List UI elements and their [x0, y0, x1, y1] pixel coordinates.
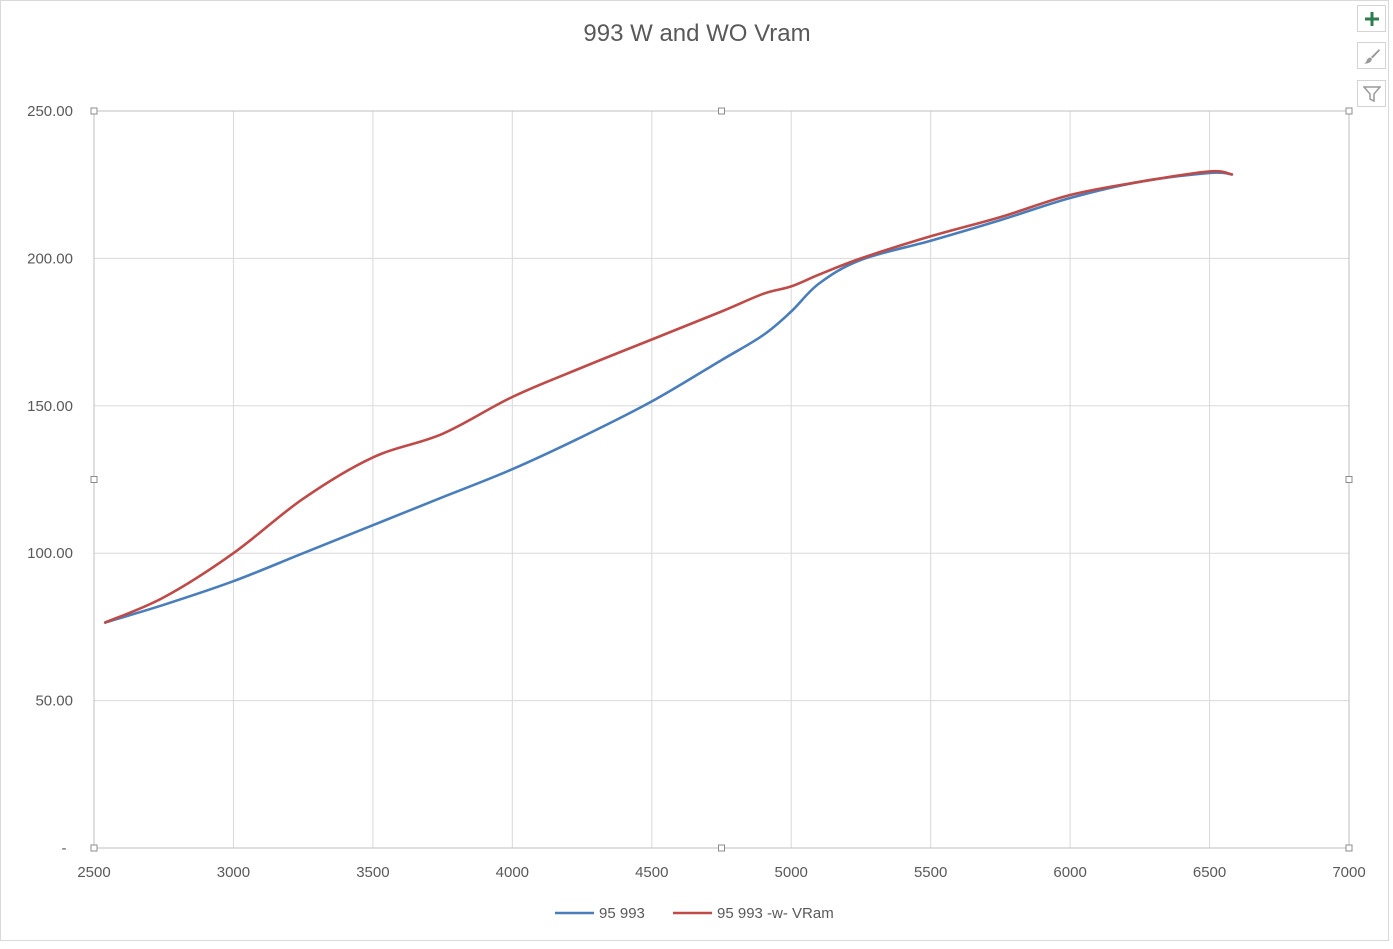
- series-lines: [103, 169, 1234, 624]
- resize-handle[interactable]: [718, 107, 725, 115]
- x-tick-label: 5500: [914, 864, 947, 881]
- resize-handle[interactable]: [1345, 844, 1353, 852]
- y-tick-label: 150.00: [27, 398, 73, 415]
- axis-tick-labels: 2500 3000 3500 4000 4500 5000 5500 6000 6500 7000…: [27, 103, 1366, 881]
- x-tick-label: 3500: [356, 864, 389, 881]
- x-tick-label: 5000: [775, 864, 808, 881]
- brush-icon: [1363, 48, 1380, 64]
- series-line: [103, 171, 1234, 624]
- plot-area-handles[interactable]: [90, 107, 1353, 852]
- y-tick-label: 200.00: [27, 250, 73, 267]
- y-tick-label: -: [62, 840, 67, 857]
- resize-handle[interactable]: [1345, 476, 1353, 483]
- y-tick-label: 100.00: [27, 545, 73, 562]
- resize-handle[interactable]: [90, 107, 98, 115]
- chart-title: 993 W and WO Vram: [583, 20, 810, 47]
- chart-elements-button[interactable]: [1357, 5, 1386, 32]
- legend-label: 95 993: [599, 905, 645, 922]
- resize-handle[interactable]: [718, 844, 725, 852]
- legend: 95 993 95 993 -w- VRam: [555, 905, 834, 922]
- legend-label: 95 993 -w- VRam: [717, 905, 834, 922]
- x-tick-label: 4000: [496, 864, 529, 881]
- x-tick-label: 6500: [1193, 864, 1226, 881]
- resize-handle[interactable]: [90, 476, 98, 483]
- x-tick-label: 4500: [635, 864, 668, 881]
- series-line: [103, 169, 1234, 624]
- chart-styles-button[interactable]: [1357, 42, 1386, 69]
- x-tick-label: 3000: [217, 864, 250, 881]
- resize-handle[interactable]: [1345, 107, 1353, 115]
- x-tick-label: 2500: [77, 864, 110, 881]
- chart-filters-button[interactable]: [1357, 80, 1386, 107]
- y-tick-label: 250.00: [27, 103, 73, 120]
- x-tick-label: 7000: [1332, 864, 1365, 881]
- plus-icon: [1364, 11, 1379, 26]
- x-tick-label: 6000: [1053, 864, 1086, 881]
- y-tick-label: 50.00: [35, 693, 73, 710]
- filter-icon: [1362, 85, 1381, 102]
- resize-handle[interactable]: [90, 844, 98, 852]
